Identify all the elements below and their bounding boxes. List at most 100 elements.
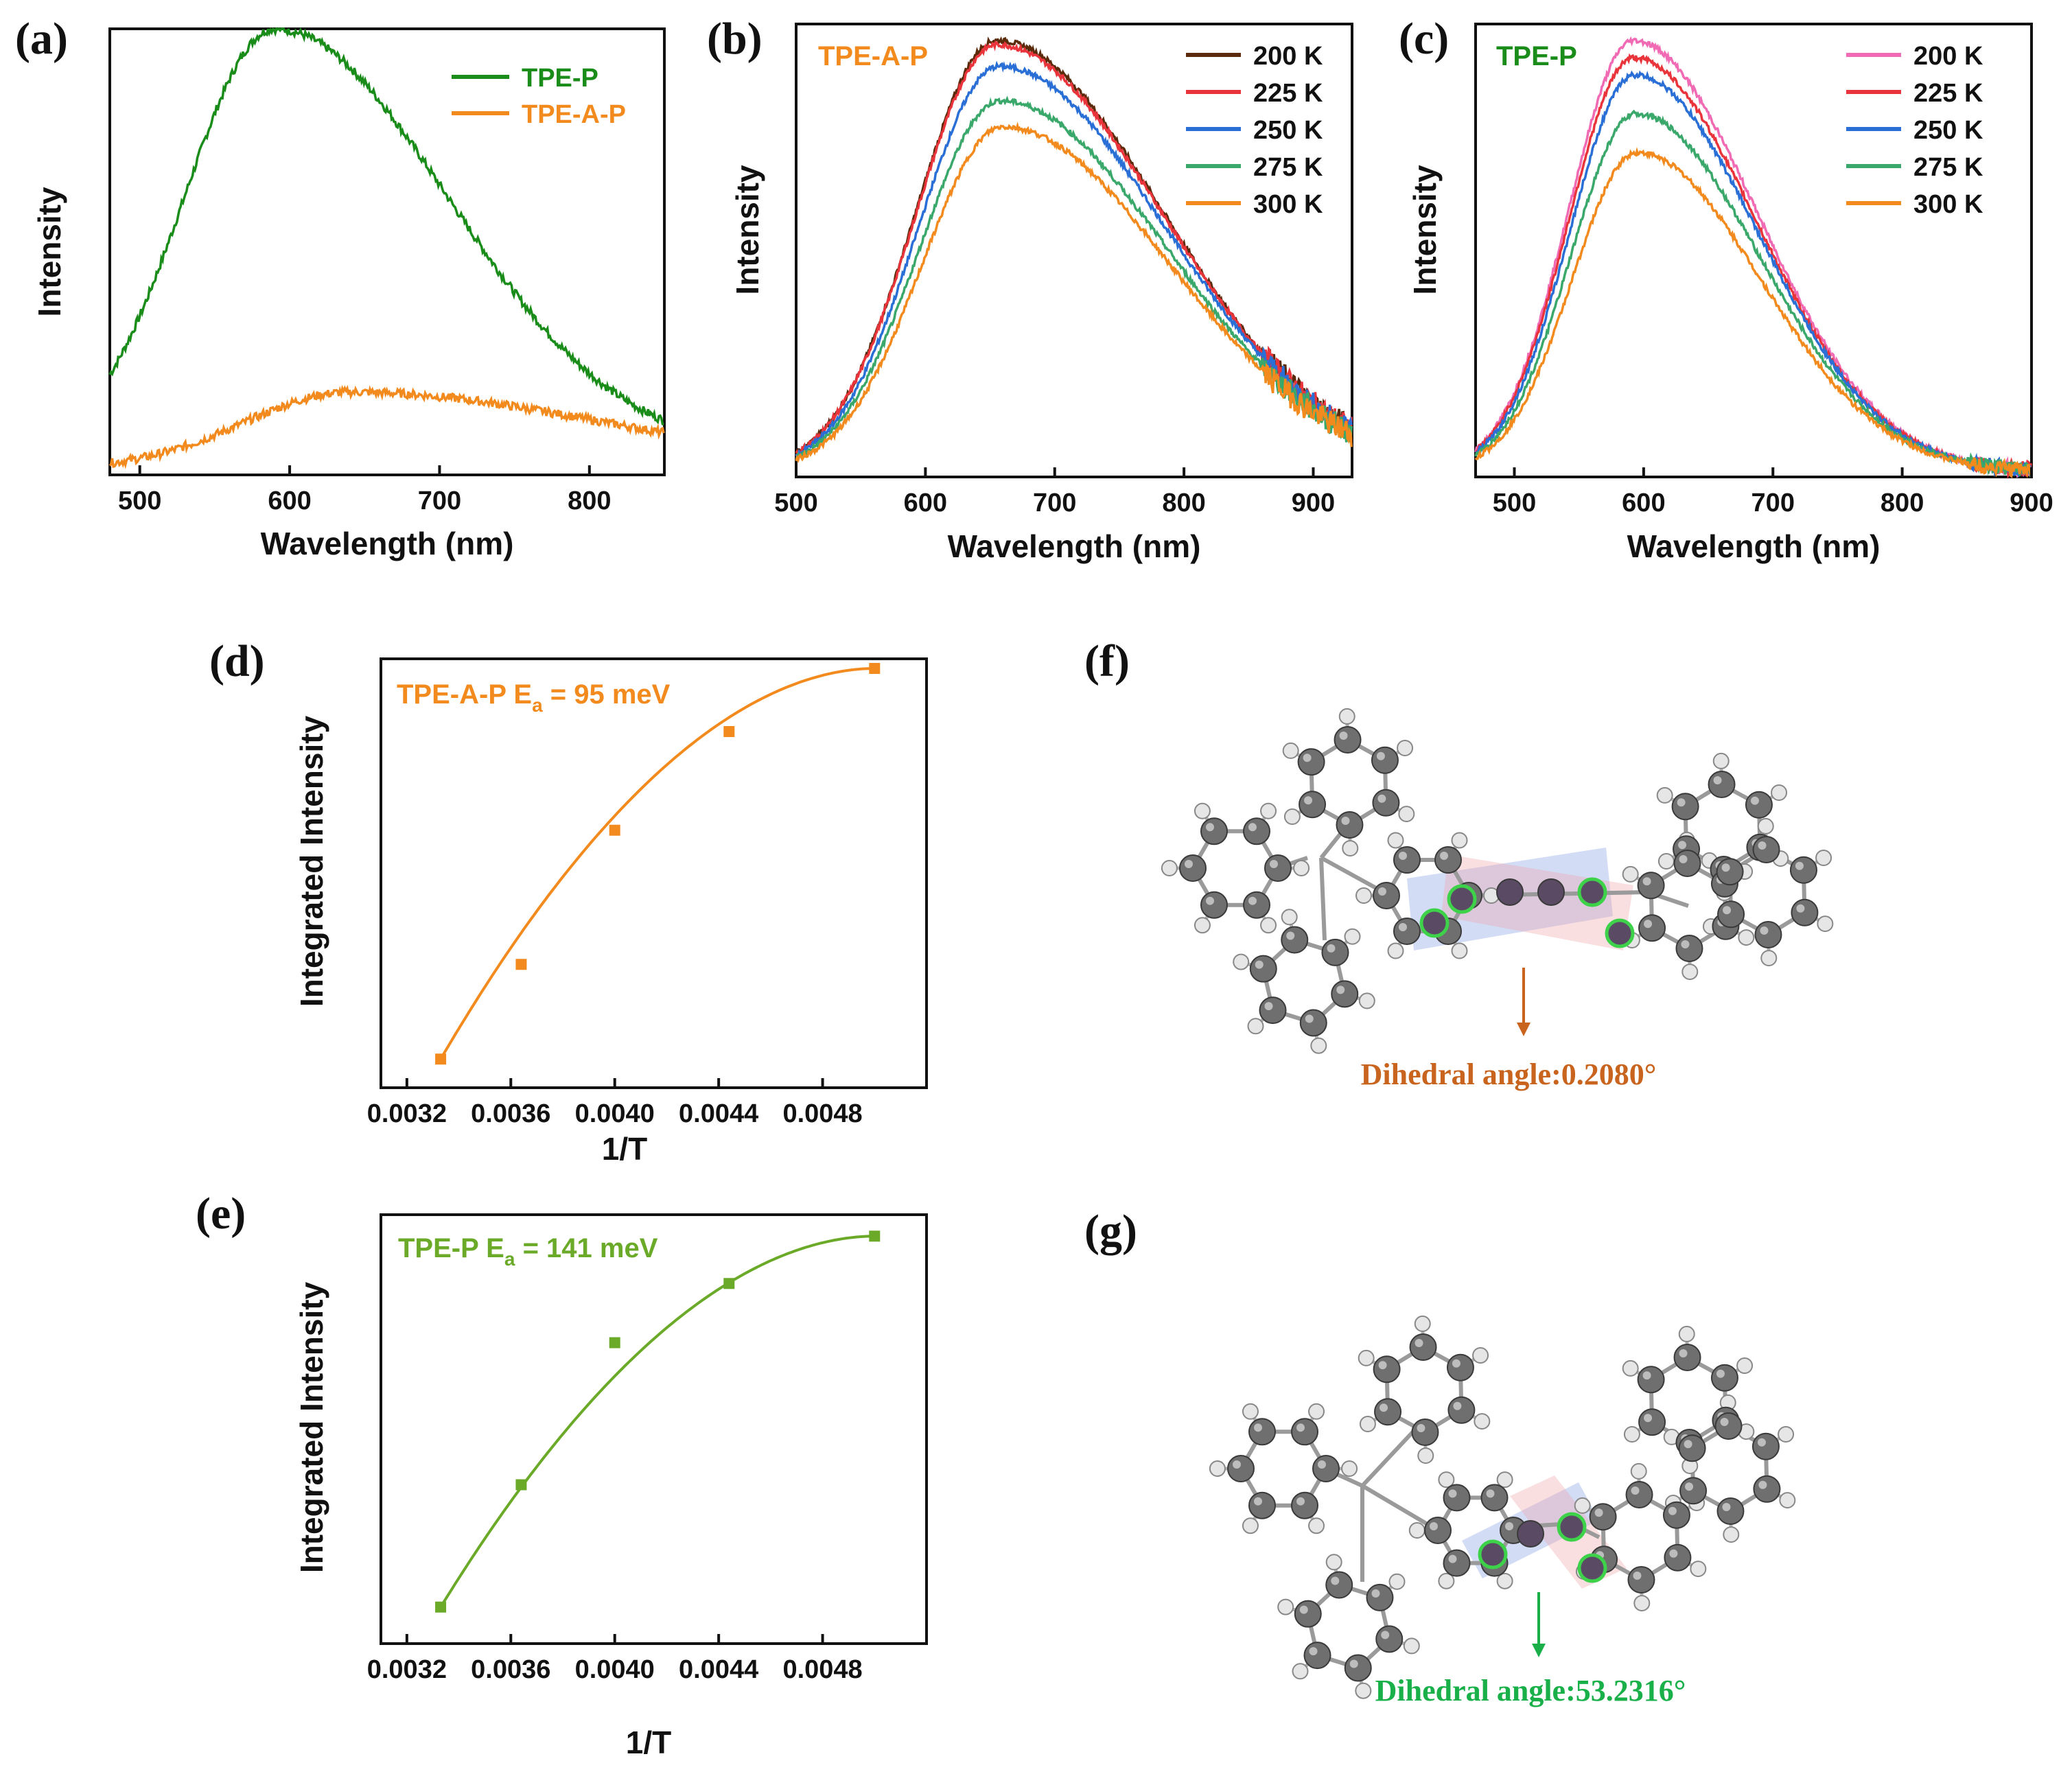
atom-highlight-pf-89 [1440, 852, 1448, 861]
x-tick-label-d-4: 0.0048 [782, 1099, 862, 1128]
chart-c: 500 600 700 800 900 Wavelength (nm) Intensit… [1407, 23, 2053, 564]
x-tick-label-d-2: 0.0040 [575, 1099, 655, 1128]
dihedral-atom-pg-127 [1517, 1520, 1544, 1548]
fit-curve-d [439, 667, 875, 1060]
atom-highlight-pf-85 [1378, 887, 1386, 896]
carbon-atom-pg-62 [1409, 1333, 1437, 1362]
carbon-atom-pf-82 [1393, 917, 1421, 945]
hydrogen-atom-pf-17 [1344, 928, 1361, 945]
carbon-atom-pf-70 [1259, 996, 1287, 1025]
x-axis-label-d: 1/T [602, 1131, 647, 1167]
atom-highlight-pg-107 [1685, 1482, 1694, 1491]
x-tick-label-c-4: 900 [2010, 489, 2053, 517]
series-line-c-3 [1474, 109, 2032, 478]
y-axis-label-a: Intensity [32, 187, 67, 317]
hydrogen-atom-pf-8 [1283, 808, 1301, 826]
legend-b: 200 K 225 K 250 K 275 K 300 K [1186, 42, 1323, 219]
carbon-atom-pg-70 [1303, 1642, 1331, 1670]
series-group-b [795, 36, 1353, 463]
hydrogen-atom-pg-11 [1472, 1346, 1489, 1364]
hydrogen-atom-pf-4 [1194, 802, 1211, 819]
panel-label-c: (c) [1399, 14, 1449, 64]
carbon-atom-pg-124 [1662, 1501, 1690, 1529]
x-ticks-c: 500 600 700 800 900 [1493, 467, 2053, 517]
marks-d [435, 663, 881, 1065]
atom-highlight-pf-63 [1339, 732, 1348, 740]
carbon-atom-pf-46 [1200, 891, 1228, 919]
y-axis-label-b: Intensity [730, 165, 765, 295]
hydrogen-atom-pg-7 [1417, 1447, 1434, 1464]
data-point-e-1 [515, 1479, 527, 1491]
hydrogen-atom-pf-13 [1310, 1037, 1327, 1054]
atom-highlight-pf-45 [1248, 896, 1257, 905]
atom-highlight-pf-73 [1255, 960, 1264, 969]
series-group-c [1474, 36, 2032, 480]
hydrogen-atom-pf-26 [1657, 853, 1675, 870]
atom-highlight-pf-95 [1678, 841, 1687, 850]
annotation-d-sub: a [532, 695, 543, 716]
atom-highlight-pf-119 [1723, 906, 1732, 915]
dihedral-caption-g: Dihedral angle:53.2316° [1375, 1674, 1686, 1707]
atom-highlight-pf-65 [1376, 751, 1385, 760]
atoms-f [1161, 708, 1834, 1054]
hydrogen-atom-pf-33 [1622, 865, 1639, 883]
atom-highlight-pg-85 [1430, 1522, 1438, 1530]
data-point-d-2 [609, 824, 620, 836]
carbon-atom-pg-98 [1673, 1344, 1701, 1372]
legend-label-tpe-a-p: TPE-A-P [522, 100, 626, 129]
x-tick-label-c-2: 700 [1751, 489, 1795, 517]
annotation-e: TPE-P Ea = 141 meV [398, 1233, 658, 1270]
atom-highlight-pf-67 [1336, 985, 1345, 994]
atom-highlight-pg-115 [1669, 1549, 1678, 1558]
chart-b: 500 600 700 800 900 Wavelength (nm) Intensit… [730, 23, 1353, 564]
x-tick-label-b-1: 600 [904, 489, 947, 517]
x-axis-label-a: Wavelength (nm) [261, 526, 514, 561]
bond-pg-87 [1361, 1484, 1439, 1532]
x-ticks-a: 500 600 700 800 [118, 465, 612, 515]
data-point-e-0 [435, 1601, 447, 1613]
hydrogen-atom-pg-19 [1496, 1572, 1513, 1589]
x-tick-label-d-3: 0.0044 [679, 1099, 758, 1128]
hydrogen-atom-pf-7 [1342, 840, 1359, 857]
carbon-atom-pf-56 [1336, 810, 1364, 839]
hydrogen-atom-pg-17 [1388, 1573, 1406, 1590]
atom-highlight-pf-59 [1304, 796, 1313, 805]
hydrogen-atom-pg-0 [1341, 1460, 1358, 1477]
carbon-atom-pg-100 [1710, 1364, 1738, 1392]
x-tick-label-c-1: 600 [1622, 489, 1665, 517]
carbon-atom-pf-100 [1745, 791, 1773, 819]
atom-highlight-pg-87 [1448, 1489, 1457, 1498]
annotation-d-tail: = 95 meV [543, 679, 671, 710]
x-tick-label-a-3: 800 [568, 487, 611, 515]
carbon-atom-pf-114 [1791, 898, 1819, 926]
carbon-atom-pg-44 [1291, 1491, 1318, 1519]
carbon-atom-pf-68 [1299, 1009, 1327, 1037]
hydrogen-atom-pg-31 [1723, 1526, 1740, 1543]
atom-highlight-pg-67 [1381, 1631, 1390, 1639]
plot-frame-a [108, 27, 666, 476]
atom-highlight-pf-121 [1721, 863, 1730, 872]
atom-highlight-pg-65 [1452, 1359, 1460, 1368]
hydrogen-atom-pf-3 [1161, 860, 1178, 876]
hydrogen-atom-pf-10 [1338, 708, 1355, 725]
hydrogen-atom-pf-19 [1451, 942, 1468, 959]
carbon-atom-pf-52 [1243, 817, 1270, 845]
atom-highlight-pf-123 [1758, 841, 1767, 850]
x-tick-label-c-3: 800 [1881, 489, 1924, 517]
carbon-atom-pf-42 [1264, 854, 1292, 882]
atom-highlight-pg-77 [1371, 1589, 1380, 1598]
arrow-head-g [1532, 1644, 1546, 1657]
carbon-atom-pf-116 [1754, 920, 1782, 948]
atom-highlight-pf-61 [1303, 754, 1312, 762]
chart-e: 0.0032 0.0036 0.0040 0.0044 0.0048 1/T Integ… [294, 1213, 928, 1760]
bond-pf-86 [1319, 857, 1327, 941]
hydrogen-atom-pg-4 [1242, 1403, 1259, 1420]
hydrogen-atom-pf-6 [1398, 806, 1415, 823]
atom-highlight-pg-63 [1415, 1339, 1423, 1348]
atom-highlight-pf-117 [1760, 926, 1769, 935]
hydrogen-atom-pg-3 [1209, 1460, 1226, 1477]
series-line-a-1 [108, 384, 665, 469]
hydrogen-atom-pg-13 [1355, 1682, 1372, 1699]
atom-highlight-pf-77 [1327, 944, 1336, 953]
hydrogen-atom-pf-11 [1397, 739, 1414, 756]
